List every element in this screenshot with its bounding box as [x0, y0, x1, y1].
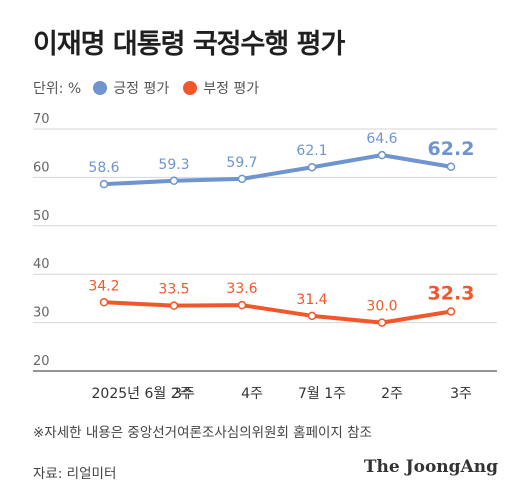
x-tick-label: 3주 [450, 386, 472, 402]
legend-dot-positive-icon [93, 81, 108, 95]
data-point [237, 174, 247, 184]
data-point [446, 162, 456, 172]
data-label: 33.6 [226, 281, 257, 297]
data-label: 62.1 [296, 143, 327, 159]
chart-title: 이재명 대통령 국정수행 평가 [33, 29, 345, 60]
y-tick-label: 20 [33, 354, 50, 369]
legend: 단위: % 긍정 평가 부정 평가 [33, 78, 273, 98]
x-tick-label: 4주 [241, 386, 263, 402]
footnote: ※자세한 내용은 중앙선거여론조사심의위원회 홈페이지 참조 [33, 425, 372, 441]
x-tick-label: 2025년 6월 2주 [92, 386, 193, 402]
x-tick-label: 7월 1주 [298, 386, 346, 402]
legend-label-negative: 부정 평가 [203, 81, 260, 97]
data-point [237, 300, 247, 310]
legend-item-positive: 긍정 평가 [93, 78, 169, 98]
legend-item-negative: 부정 평가 [183, 78, 259, 98]
series-line [102, 300, 453, 325]
data-label: 64.6 [366, 131, 397, 147]
series-line [102, 153, 453, 187]
source-label: 자료: 리얼미터 [33, 466, 117, 482]
x-tick-label: 3주 [173, 386, 195, 402]
y-tick-label: 30 [33, 306, 50, 321]
y-tick-label: 70 [33, 112, 50, 127]
data-point [307, 311, 317, 321]
data-point [377, 318, 387, 327]
data-label: 32.3 [428, 282, 475, 304]
data-label: 33.5 [158, 282, 189, 298]
brand-logo: The JoongAng [363, 457, 498, 477]
legend-dot-negative-icon [183, 81, 198, 95]
data-point [169, 176, 179, 186]
data-label: 34.2 [88, 278, 119, 294]
data-point [446, 307, 456, 316]
data-label: 59.3 [158, 157, 189, 173]
data-label: 30.0 [366, 299, 397, 315]
y-tick-label: 60 [33, 160, 50, 175]
data-point [377, 150, 387, 160]
data-label: 58.6 [88, 160, 119, 176]
data-point [99, 298, 109, 307]
data-label: 31.4 [296, 292, 327, 308]
data-point [307, 162, 317, 172]
legend-label-positive: 긍정 평가 [113, 81, 170, 97]
data-point [169, 301, 179, 310]
x-tick-label: 2주 [381, 386, 403, 402]
data-point [99, 179, 109, 189]
data-label: 59.7 [226, 155, 257, 171]
data-label: 62.2 [428, 138, 475, 160]
unit-label: 단위: % [33, 81, 82, 97]
y-tick-label: 40 [33, 257, 50, 272]
y-tick-label: 50 [33, 209, 50, 224]
